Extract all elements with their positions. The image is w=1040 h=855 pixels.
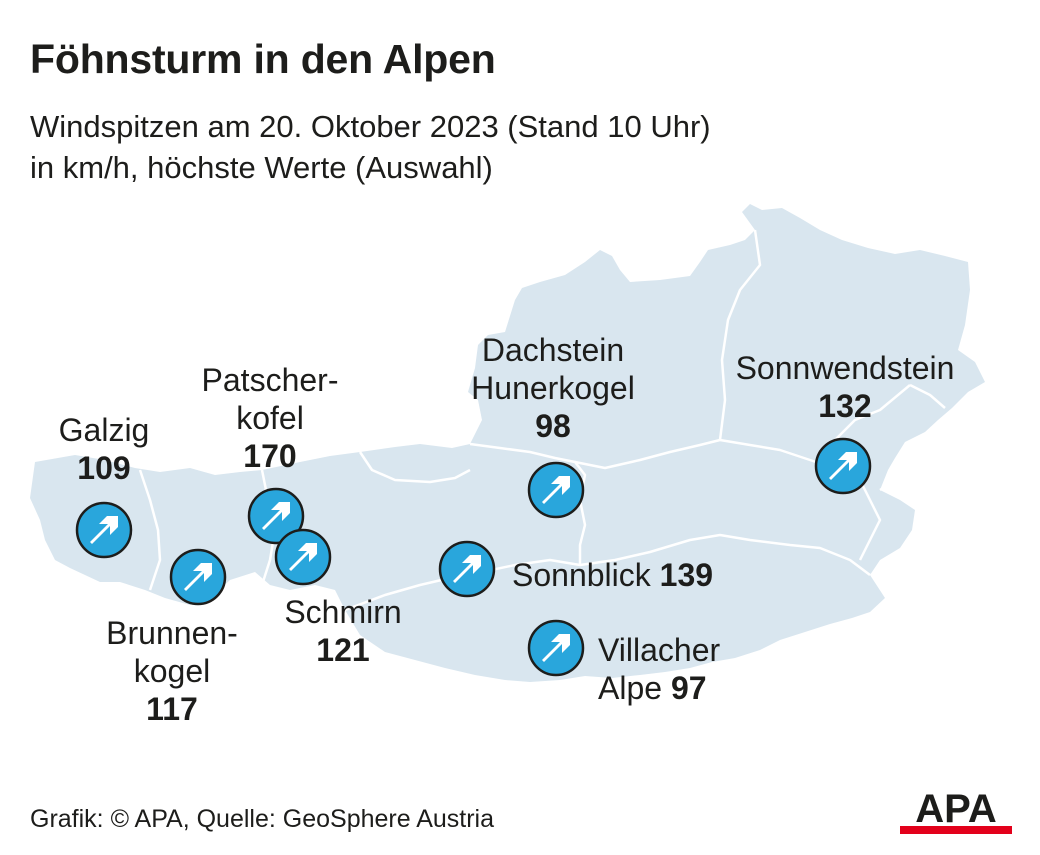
station-value: 117 <box>146 691 198 727</box>
station-label-schmirn: Schmirn 121 <box>284 593 401 669</box>
map-title: Föhnsturm in den Alpen <box>30 36 496 82</box>
arrow-up-right-icon <box>274 528 332 586</box>
arrow-up-right-icon <box>814 437 872 495</box>
station-name-line2: kogel <box>133 653 211 689</box>
station-name: Patscher- <box>201 362 339 398</box>
station-label-patscherkofel: Patscher- kofel 170 <box>202 361 339 475</box>
station-name: Villacher <box>598 632 721 668</box>
station-label-galzig: Galzig 109 <box>59 411 150 487</box>
station-label-villacher-alpe: Villacher Alpe 97 <box>598 631 720 707</box>
arrow-up-right-icon <box>527 619 585 677</box>
station-name: Sonnwendstein <box>735 350 955 386</box>
station-value: 132 <box>818 388 872 424</box>
station-value: 98 <box>535 408 571 444</box>
station-name: Dachstein <box>481 332 625 368</box>
station-name-line2: Hunerkogel <box>471 370 635 406</box>
station-label-sonnblick: Sonnblick 139 <box>512 556 713 594</box>
source-credit: Grafik: © APA, Quelle: GeoSphere Austria <box>30 805 495 833</box>
arrow-up-right-icon <box>527 461 585 519</box>
arrow-up-right-icon <box>438 540 496 598</box>
station-name: Schmirn <box>284 594 402 630</box>
apa-logo: APA <box>900 788 1012 834</box>
station-value: 109 <box>77 450 131 486</box>
station-value: 170 <box>243 438 297 474</box>
arrow-up-right-icon <box>169 548 227 606</box>
station-name-line2: kofel <box>236 400 304 436</box>
station-label-sonnwendstein: Sonnwendstein 132 <box>736 349 955 425</box>
station-label-dachstein: Dachstein Hunerkogel 98 <box>471 331 635 445</box>
station-name: Sonnblick <box>512 557 651 593</box>
station-name: Brunnen- <box>106 615 238 651</box>
station-name-line2: Alpe <box>598 670 663 706</box>
map-subtitle-units: in km/h, höchste Werte (Auswahl) <box>30 150 493 185</box>
map-subtitle: Windspitzen am 20. Oktober 2023 (Stand 1… <box>30 109 711 144</box>
station-value: 121 <box>316 632 370 668</box>
station-value: 139 <box>659 557 714 593</box>
logo-text: APA <box>915 788 996 831</box>
station-name: Galzig <box>58 412 150 448</box>
station-value: 97 <box>670 670 707 706</box>
arrow-up-right-icon <box>75 501 133 559</box>
station-label-brunnenkogel: Brunnen- kogel 117 <box>106 614 238 728</box>
